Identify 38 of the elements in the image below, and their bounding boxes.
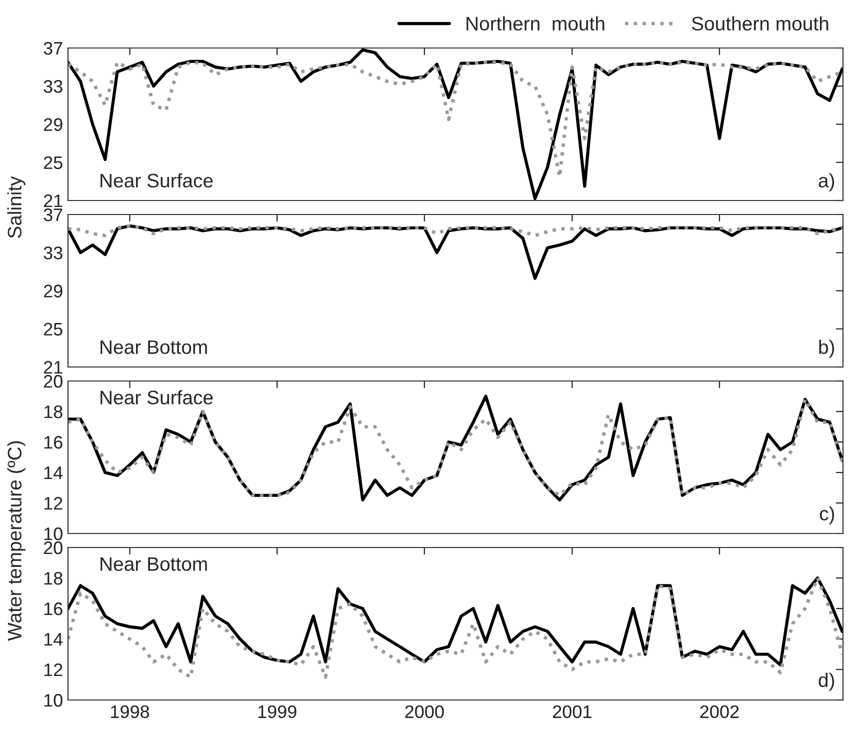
y-tick-label: 10 [44,694,62,707]
annotation: d) [818,672,834,691]
y-tick-label: 37 [44,208,62,222]
y-tick-label: 14 [44,466,63,480]
x-tick-label: 2000 [405,705,444,718]
y-tick-label: 21 [44,194,62,208]
x-tick-label: 2001 [552,705,592,718]
legend-label: Northern mouth [466,16,604,31]
legend-label: Southern mouth [692,16,828,31]
y-axis-title: Water temperature (ºC) [7,441,26,641]
y-tick-label: 29 [44,118,62,131]
y-tick-label: 33 [44,80,62,93]
y-tick-label: 25 [44,156,62,170]
x-tick-label: 1999 [258,705,296,718]
line-series [68,224,843,238]
annotation: b) [819,340,834,358]
annotation: Near Bottom [100,340,207,354]
y-tick-label: 29 [44,284,62,298]
y-tick-label: 25 [44,322,62,336]
y-tick-label: 21 [44,360,62,374]
annotation: Near Bottom [100,557,207,571]
annotation: Near Surface [100,390,213,404]
y-tick-label: 16 [44,602,62,616]
x-tick-label: 1998 [111,705,150,718]
x-tick-label: 2002 [700,705,739,718]
y-tick-label: 12 [44,663,62,676]
y-tick-label: 33 [44,246,62,260]
y-tick-label: 18 [44,405,62,418]
y-tick-label: 20 [44,374,62,388]
y-tick-label: 12 [44,496,62,510]
y-axis-title: Salinity [7,176,26,238]
y-tick-label: 16 [44,436,62,449]
y-tick-label: 10 [44,527,62,540]
y-tick-label: 20 [44,541,62,554]
y-tick-label: 14 [44,633,63,646]
y-tick-label: 37 [44,42,62,55]
annotation: c) [820,506,834,524]
y-tick-label: 18 [44,572,62,585]
